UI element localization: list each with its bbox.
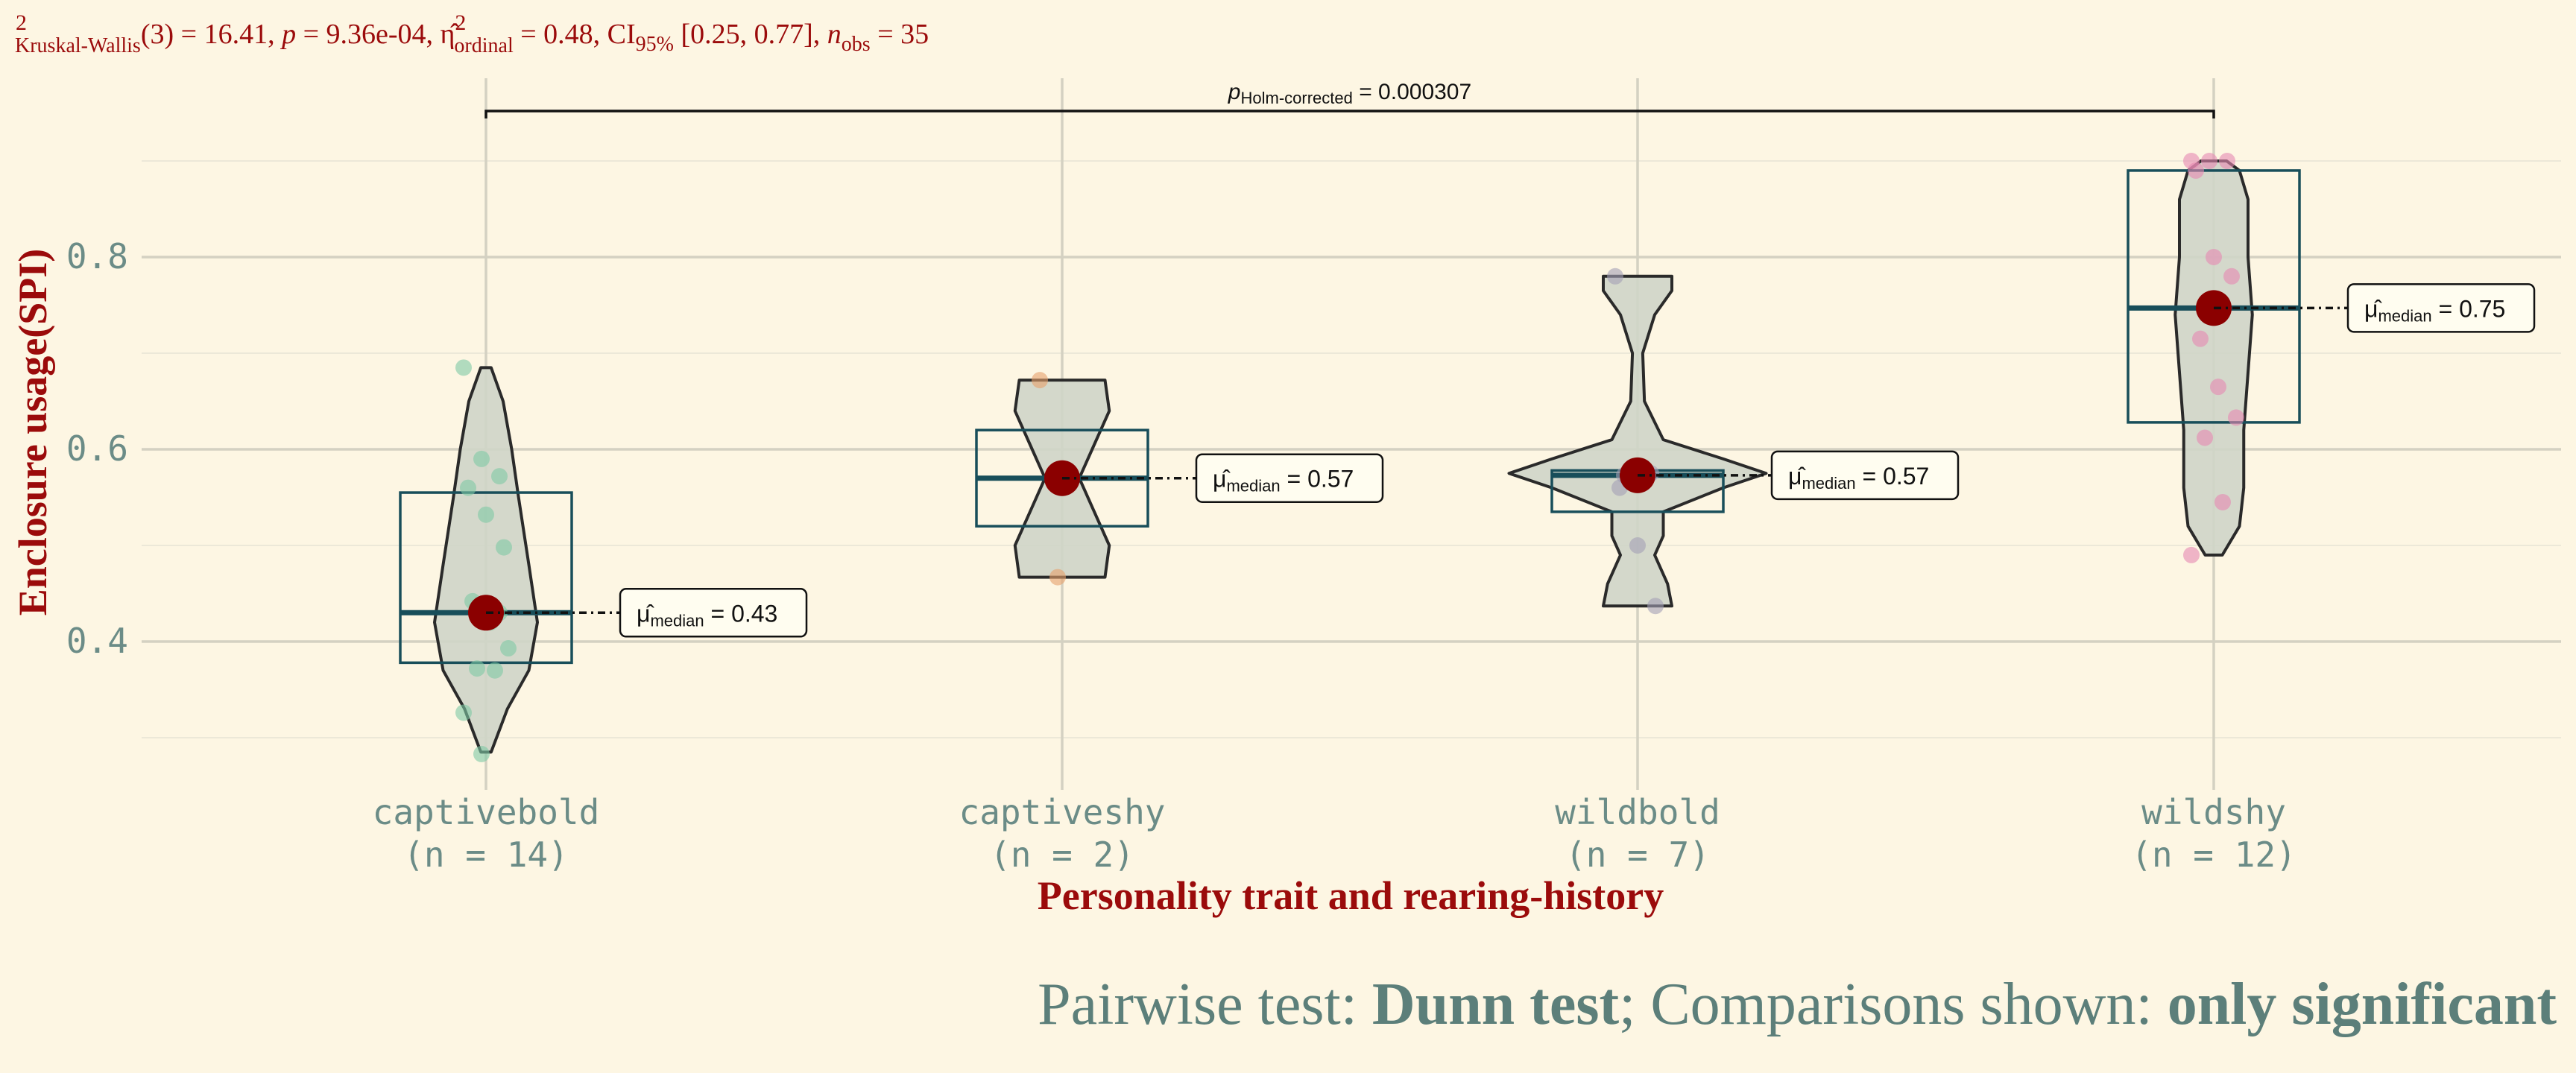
x-tick-n-label: (n = 14) — [403, 835, 569, 875]
data-point — [491, 468, 508, 485]
median-label-box — [2346, 283, 2536, 333]
y-tick-label: 0.6 — [66, 428, 128, 469]
x-tick-n-label: (n = 2) — [990, 835, 1134, 875]
y-axis-title: Enclosure usage(SPI) — [10, 249, 55, 616]
data-point — [1629, 537, 1646, 554]
data-point — [2188, 162, 2204, 179]
data-point — [469, 660, 485, 677]
data-point — [2201, 153, 2217, 169]
data-point — [2210, 379, 2226, 396]
median-label-box — [619, 588, 808, 638]
data-point — [455, 359, 472, 376]
data-point — [2206, 249, 2222, 265]
data-point — [455, 704, 472, 721]
x-tick-label: wildshy — [2141, 792, 2286, 832]
x-tick-label: captiveshy — [959, 792, 1166, 832]
data-point — [2192, 330, 2209, 347]
x-tick-n-label: (n = 12) — [2131, 835, 2296, 875]
bracket-label: pHolm-corrected = 0.000307 — [1228, 80, 1471, 107]
group-wildbold: μ̂median = 0.57 wildbold(n = 7) — [1507, 268, 1960, 875]
y-axis-ticks: 0.4 0.6 0.8 — [66, 236, 128, 661]
x-axis-title: Personality trait and rearing-history — [1038, 873, 1664, 918]
data-point — [487, 662, 503, 679]
data-point — [496, 539, 512, 556]
violin-wildbold — [1507, 274, 1768, 608]
data-point — [2197, 429, 2213, 446]
bracket-line — [484, 110, 2215, 118]
data-point — [1032, 372, 1048, 389]
data-point — [473, 745, 490, 762]
caption: Pairwise test: Dunn test; Comparisons sh… — [1038, 972, 2557, 1037]
pairwise-bracket: pHolm-corrected = 0.000307 — [484, 80, 2215, 118]
chart-title: 2 Kruskal-Wallis(3) = 16.41, p = 9.36e-04… — [15, 10, 929, 57]
y-tick-label: 0.8 — [66, 236, 128, 276]
x-tick-label: wildbold — [1555, 792, 1720, 832]
median-label-box — [1770, 450, 1960, 501]
median-label: μ̂median = 0.57 — [1213, 466, 1354, 496]
data-point — [2223, 268, 2240, 285]
y-tick-label: 0.4 — [66, 621, 128, 661]
box-wildshy — [2127, 169, 2301, 424]
median-label: μ̂median = 0.57 — [1788, 463, 1929, 493]
data-point — [473, 450, 490, 467]
x-tick-n-label: (n = 7) — [1565, 835, 1710, 875]
x-tick-label: captivebold — [373, 792, 600, 832]
violin-captivebold — [433, 366, 539, 754]
box-captivebold — [399, 491, 573, 665]
data-point — [1607, 268, 1623, 285]
data-point — [500, 640, 517, 657]
median-label-box — [1195, 453, 1384, 503]
violin-wildshy — [2174, 159, 2254, 557]
data-point — [460, 479, 476, 496]
data-point — [2183, 546, 2200, 563]
data-point — [2228, 409, 2244, 426]
data-point — [478, 506, 494, 523]
data-point — [2214, 493, 2231, 510]
group-captivebold: μ̂median = 0.43 captivebold(n = 14) — [373, 359, 808, 875]
data-point — [1647, 598, 1664, 615]
data-point — [2219, 153, 2235, 169]
data-point — [1049, 569, 1066, 586]
group-wildshy: μ̂median = 0.75 wildshy(n = 12) — [2127, 153, 2536, 875]
median-label: μ̂median = 0.43 — [637, 600, 777, 630]
median-label: μ̂median = 0.75 — [2364, 295, 2505, 325]
group-captiveshy: μ̂median = 0.57 captiveshy(n = 2) — [959, 372, 1384, 875]
